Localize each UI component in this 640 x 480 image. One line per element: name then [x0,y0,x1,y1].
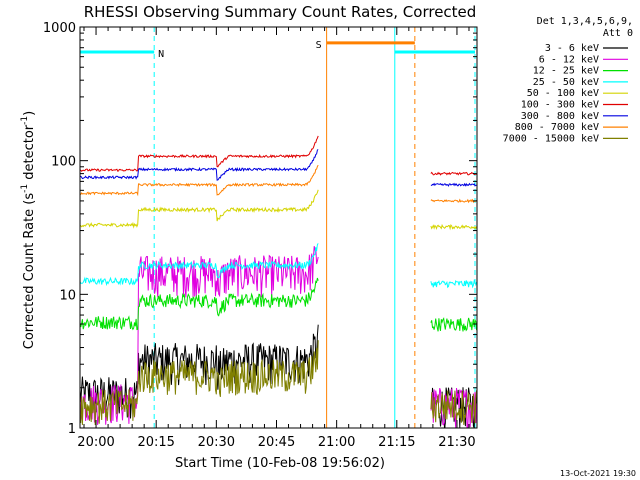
y-tick-label: 1 [68,422,76,437]
x-tick-label: 20:00 [77,435,114,450]
x-tick-label: 20:45 [258,435,295,450]
axes: 1 10 100 1000 20:00 20:15 20:30 20:45 21:00 21:15… [43,21,478,450]
series-line [79,164,477,204]
flag-label: S [316,40,322,51]
series-line [79,135,477,176]
x-tick-label: 21:00 [318,435,355,450]
y-axis-label: Corrected Count Rate (s-1 detector-1) [20,111,37,349]
series-line [79,340,478,426]
legend-entry-label: 800 - 7000 keV [515,122,599,133]
legend-entry-label: 300 - 800 keV [521,111,599,122]
legend-entry-label: 3 - 6 keV [545,43,599,54]
series-line [79,277,478,332]
x-tick-label: 21:30 [438,435,475,450]
y-tick-label: 10 [59,288,76,303]
plot-frame [79,26,478,429]
x-tick-label: 21:15 [378,435,415,450]
chart-title: RHESSI Observing Summary Count Rates, Co… [84,3,477,21]
x-tick-label: 20:30 [198,435,235,450]
flag-label: N [158,49,164,60]
legend-entry-label: 6 - 12 keV [539,54,599,65]
legend-entry-label: 100 - 300 keV [521,100,599,111]
legend-entry-label: 7000 - 15000 keV [503,133,599,144]
legend-entry-label: 12 - 25 keV [533,66,599,77]
series-line [79,189,478,231]
series-line [79,243,478,289]
data-series [79,135,478,429]
legend-header: Det 1,3,4,5,6,9, [537,16,633,27]
legend-entry-label: 50 - 100 keV [527,88,599,99]
y-tick-label: 100 [51,155,76,170]
legend-entry-label: 25 - 50 keV [533,77,599,88]
legend-header: Att 0 [603,28,633,39]
x-axis-label: Start Time (10-Feb-08 19:56:02) [175,456,385,471]
x-tick-label: 20:15 [137,435,174,450]
timestamp: 13-Oct-2021 19:30 [560,469,636,478]
series-line [79,149,477,187]
y-tick-label: 1000 [43,21,76,36]
